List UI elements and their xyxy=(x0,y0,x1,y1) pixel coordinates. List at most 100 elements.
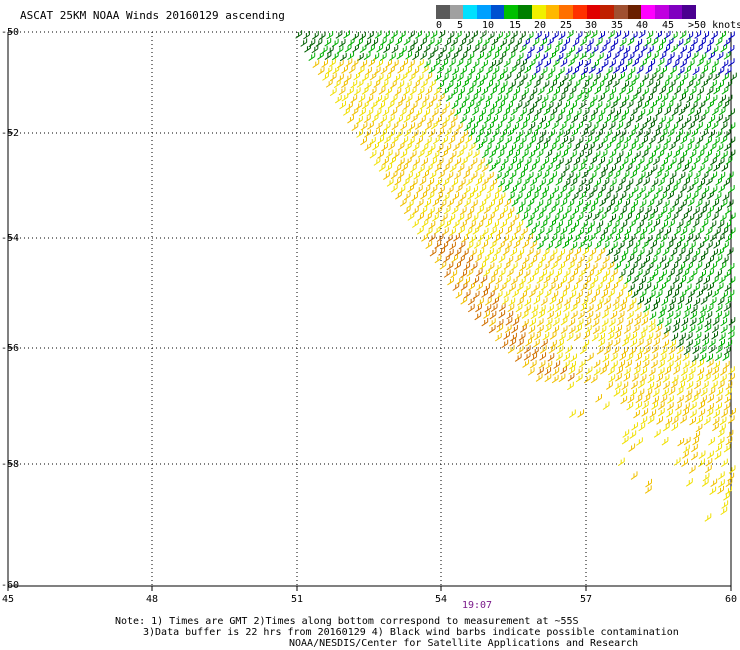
wind-barb xyxy=(531,268,539,277)
wind-barb xyxy=(481,177,489,186)
wind-barb xyxy=(487,262,495,272)
wind-barb xyxy=(483,310,490,319)
wind-barb xyxy=(711,59,719,68)
wind-barb xyxy=(720,121,728,130)
wind-barb xyxy=(587,269,594,278)
wind-barb xyxy=(637,346,644,356)
wind-barb xyxy=(622,170,630,180)
wind-barb xyxy=(542,262,550,271)
wind-barb xyxy=(560,226,568,235)
wind-barb xyxy=(518,199,526,209)
wind-barb xyxy=(368,136,376,146)
wind-barb xyxy=(459,38,467,47)
wind-barb xyxy=(704,464,712,474)
wind-barb xyxy=(648,290,656,300)
wind-barb xyxy=(458,254,465,264)
wind-barb xyxy=(660,269,667,279)
wind-barb xyxy=(698,254,706,263)
wind-barb xyxy=(638,185,646,195)
wind-barb xyxy=(647,415,655,425)
legend-label: 30 xyxy=(585,20,598,31)
wind-barb xyxy=(706,353,714,363)
wind-barb xyxy=(681,86,689,96)
wind-barb xyxy=(412,51,419,61)
wind-barb xyxy=(657,310,665,319)
legend-swatch xyxy=(559,5,573,19)
wind-barb xyxy=(690,304,698,314)
wind-barb xyxy=(555,38,563,48)
wind-barb xyxy=(720,324,728,334)
wind-barb xyxy=(566,93,574,102)
wind-barb xyxy=(696,58,704,67)
wind-barb xyxy=(702,472,710,482)
wind-barb xyxy=(613,170,621,179)
wind-barb xyxy=(596,129,603,138)
wind-barb xyxy=(579,51,587,60)
wind-barb xyxy=(423,44,431,53)
wind-barb xyxy=(670,31,678,41)
wind-barb xyxy=(431,108,439,118)
wind-barb xyxy=(630,388,637,397)
wind-barb xyxy=(547,353,555,362)
wind-barb xyxy=(639,289,647,298)
wind-barb xyxy=(607,366,615,376)
wind-barb xyxy=(728,227,736,236)
wind-barb xyxy=(662,261,670,270)
wind-barb xyxy=(564,157,572,166)
wind-barb xyxy=(651,178,659,187)
wind-barb xyxy=(596,206,604,216)
wind-barb xyxy=(477,79,484,88)
wind-barb xyxy=(641,73,649,82)
wind-barb xyxy=(571,283,579,292)
wind-barb xyxy=(376,59,384,68)
wind-barb xyxy=(580,282,588,292)
wind-barb xyxy=(407,59,415,69)
wind-barb xyxy=(615,198,622,208)
wind-barb xyxy=(705,227,713,236)
wind-barb xyxy=(526,171,534,181)
wind-barb xyxy=(388,129,395,138)
wind-barb xyxy=(504,136,512,145)
wind-barb xyxy=(509,338,517,347)
wind-barb xyxy=(516,114,523,124)
wind-barb xyxy=(430,184,438,194)
wind-barb xyxy=(568,366,576,375)
wind-barb xyxy=(723,346,731,356)
wind-barb xyxy=(526,31,534,41)
wind-barb xyxy=(476,128,484,138)
wind-barb xyxy=(508,51,516,60)
wind-barb xyxy=(655,30,662,40)
wind-barb xyxy=(387,100,395,109)
wind-barb xyxy=(365,66,372,76)
wind-barb xyxy=(699,352,707,362)
wind-barb xyxy=(536,275,544,284)
wind-barb xyxy=(718,107,726,116)
wind-barb xyxy=(634,192,642,201)
wind-barb xyxy=(645,478,652,488)
wind-barb xyxy=(570,303,578,312)
wind-barb xyxy=(727,415,735,424)
wind-barb xyxy=(664,366,672,375)
wind-barb xyxy=(595,191,603,200)
wind-barb xyxy=(602,241,610,250)
wind-barb xyxy=(673,318,681,327)
wind-barb xyxy=(479,261,486,270)
wind-barb xyxy=(575,31,583,40)
wind-barb xyxy=(618,359,626,369)
wind-barb xyxy=(717,436,725,446)
wind-barb xyxy=(682,450,689,459)
wind-barb xyxy=(461,234,468,243)
wind-barb xyxy=(719,416,727,426)
wind-barb xyxy=(527,367,535,376)
wind-barb xyxy=(660,128,668,138)
wind-barb xyxy=(644,485,652,494)
wind-barb xyxy=(440,213,448,222)
wind-barb xyxy=(580,156,588,166)
wind-barb xyxy=(723,444,731,453)
wind-barb xyxy=(411,206,419,215)
wind-barb xyxy=(522,100,530,109)
wind-barb xyxy=(567,213,575,222)
wind-barb xyxy=(582,80,590,89)
wind-barb xyxy=(568,226,576,235)
wind-barb xyxy=(381,93,389,103)
